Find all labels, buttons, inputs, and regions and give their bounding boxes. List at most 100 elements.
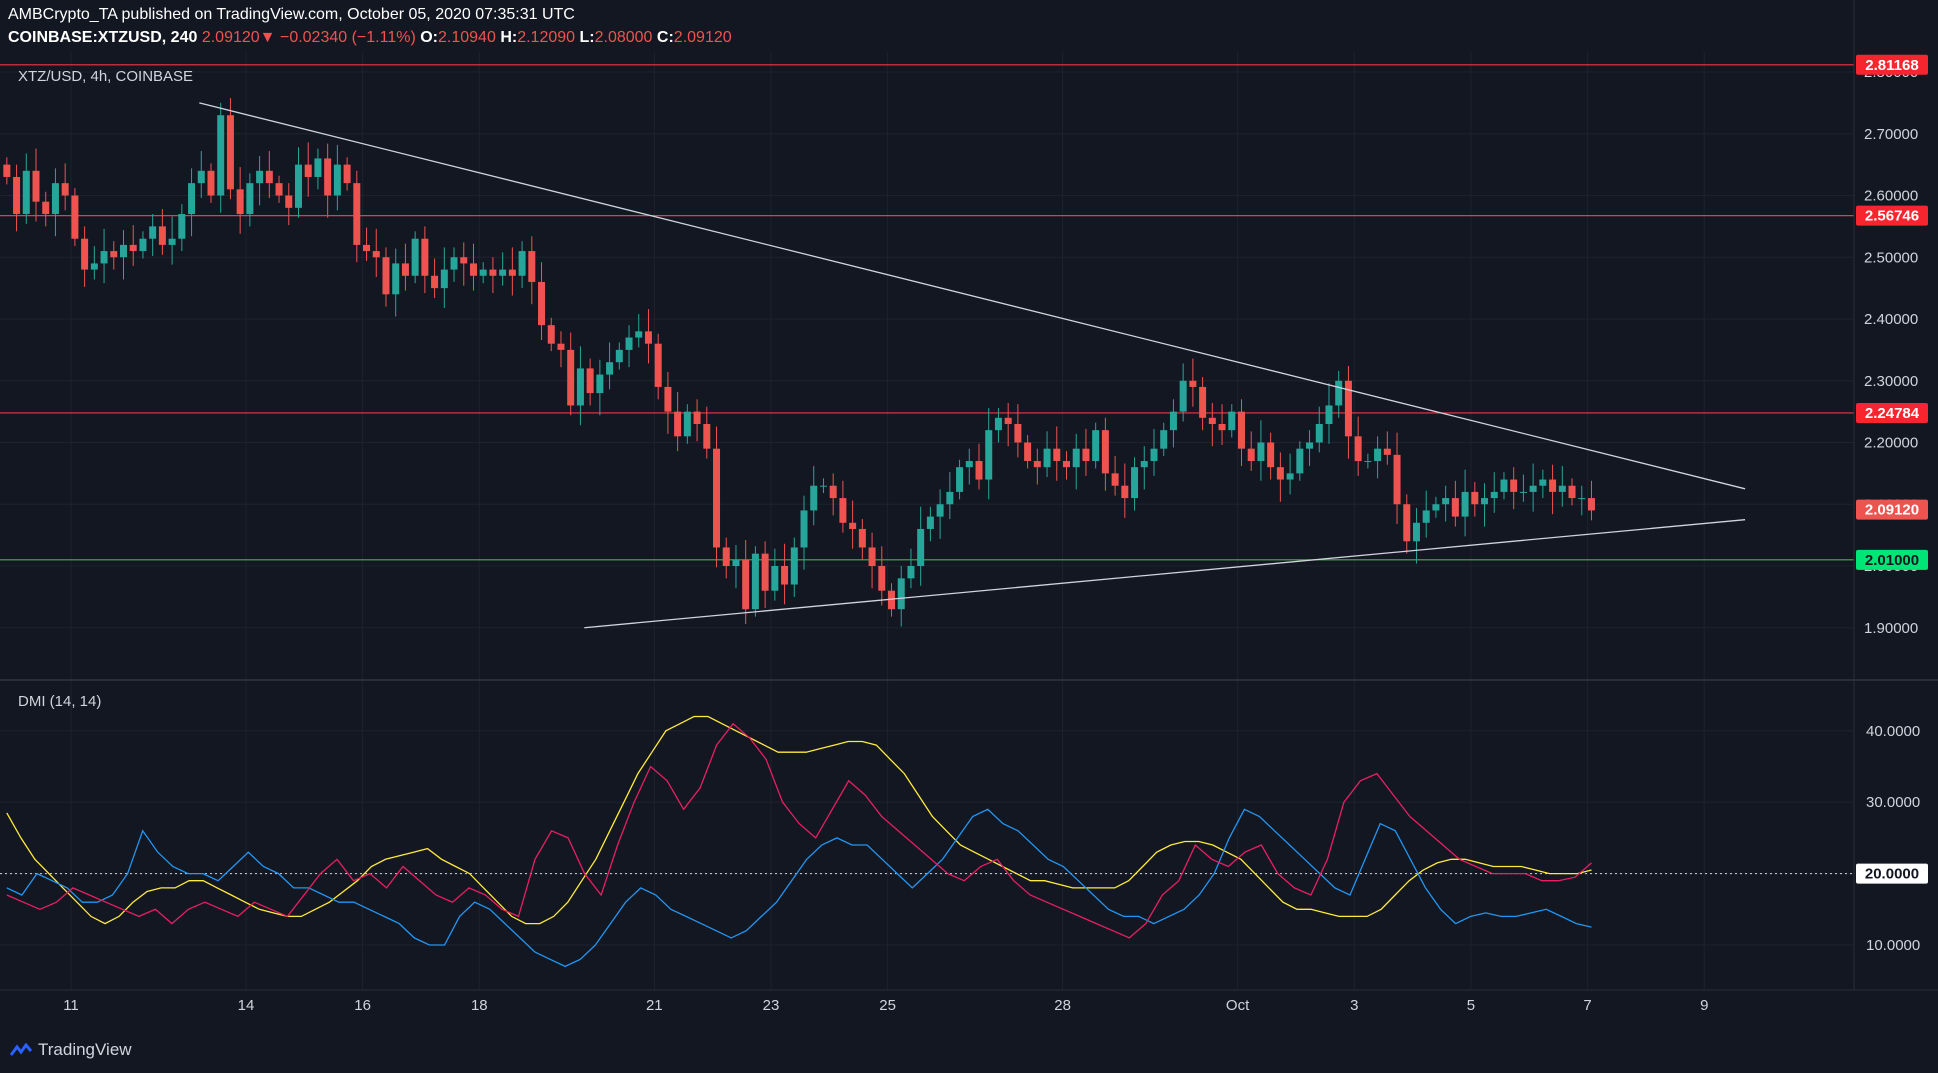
candlestick-series xyxy=(3,97,1595,627)
candle-body xyxy=(674,411,682,437)
candle-body xyxy=(1218,423,1226,431)
candle-body xyxy=(256,170,264,184)
candle-body xyxy=(207,170,215,196)
candle-body xyxy=(644,331,652,344)
candle-body xyxy=(1442,498,1450,505)
candle-body xyxy=(363,244,371,252)
candle-body xyxy=(1082,448,1090,462)
dmi-tick-label: 40.0000 xyxy=(1866,723,1920,740)
candle-body xyxy=(1062,461,1070,468)
candle-body xyxy=(1208,417,1216,424)
candle-body xyxy=(499,269,507,276)
candle-body xyxy=(1286,473,1294,480)
candle-body xyxy=(1237,411,1245,449)
candle-body xyxy=(1199,386,1207,418)
brand-label: TradingView xyxy=(38,1040,132,1059)
tradingview-logo[interactable]: TradingView xyxy=(10,1040,132,1060)
candle-body xyxy=(956,467,964,492)
candle-body xyxy=(508,269,516,276)
candle-body xyxy=(732,559,740,566)
candle-body xyxy=(226,115,234,190)
candle-body xyxy=(567,349,575,406)
candle-body xyxy=(1519,491,1527,493)
candle-body xyxy=(1364,461,1372,463)
candle-body xyxy=(528,251,536,282)
candle-body xyxy=(285,195,293,208)
candle-body xyxy=(771,566,779,591)
candle-body xyxy=(547,325,555,344)
candle-body xyxy=(168,238,176,245)
trendlines xyxy=(199,102,1746,629)
candle-body xyxy=(1451,498,1459,517)
candle-body xyxy=(1043,448,1051,468)
candle-body xyxy=(1374,448,1382,462)
candle-body xyxy=(1053,448,1061,462)
low-label: L: xyxy=(579,29,595,46)
candle-body xyxy=(615,349,623,363)
candle-body xyxy=(858,528,866,548)
x-tick-label: 9 xyxy=(1700,997,1708,1014)
candle-body xyxy=(1383,448,1391,455)
candle-body xyxy=(1539,479,1547,486)
candle-body xyxy=(1267,442,1275,468)
candle-body xyxy=(110,251,118,258)
candle-body xyxy=(849,522,857,529)
candle-body xyxy=(781,566,789,585)
candle-body xyxy=(819,485,827,487)
candle-body xyxy=(149,226,157,239)
x-tick-label: 11 xyxy=(63,997,79,1014)
candle-body xyxy=(1306,442,1314,449)
level-badge-text: 2.56746 xyxy=(1865,208,1919,225)
candle-body xyxy=(576,368,584,406)
last-price-badge-text: 2.09120 xyxy=(1865,502,1919,519)
candle-body xyxy=(635,331,643,338)
dmi-plusdi-line xyxy=(6,808,1592,968)
candle-body xyxy=(324,158,332,196)
dmi-reference-badge-bg xyxy=(1856,863,1928,884)
symbol-name[interactable]: COINBASE:XTZUSD, 240 xyxy=(8,29,198,46)
candle-body xyxy=(1510,479,1518,492)
x-tick-label: Oct xyxy=(1226,997,1250,1014)
price-change: −0.02340 (−1.11%) xyxy=(279,29,416,46)
candle-body xyxy=(790,547,798,585)
candle-body xyxy=(1549,479,1557,492)
x-tick-label: 5 xyxy=(1467,997,1475,1014)
x-tick-label: 21 xyxy=(646,997,663,1014)
candle-body xyxy=(90,263,98,270)
axes: 1114161821232528Oct35791.900002.000002.1… xyxy=(0,0,1938,1014)
candle-body xyxy=(51,183,59,215)
candle-body xyxy=(1354,436,1362,462)
candle-body xyxy=(829,485,837,499)
candle-body xyxy=(1422,510,1430,523)
candle-body xyxy=(3,164,11,177)
candle-body xyxy=(907,566,915,579)
ascending-trendline xyxy=(584,519,1746,629)
candle-body xyxy=(878,566,886,591)
main-pane-label: XTZ/USD, 4h, COINBASE xyxy=(18,68,194,85)
candle-body xyxy=(1131,467,1139,499)
dmi-indicator xyxy=(0,715,1854,968)
candle-body xyxy=(1315,423,1323,443)
candle-body xyxy=(1024,442,1032,462)
candle-body xyxy=(1325,405,1333,424)
last-price-badge-bg xyxy=(1856,499,1928,520)
candle-body xyxy=(489,269,497,276)
y-tick-label: 1.90000 xyxy=(1864,620,1918,637)
candle-body xyxy=(188,183,196,215)
candle-body xyxy=(518,251,526,276)
candle-body xyxy=(1247,448,1255,462)
candle-body xyxy=(139,238,147,252)
indicator-label: DMI (14, 14) xyxy=(18,693,102,710)
open-label: O: xyxy=(420,29,439,46)
last-price: 2.09120 xyxy=(201,29,260,46)
x-tick-label: 7 xyxy=(1583,997,1591,1014)
candle-body xyxy=(1587,498,1595,511)
y-tick-label: 2.30000 xyxy=(1864,373,1918,390)
candle-body xyxy=(810,485,818,511)
candle-body xyxy=(1014,423,1022,443)
candle-body xyxy=(713,448,721,548)
candle-body xyxy=(275,183,283,196)
dmi-tick-label: 10.0000 xyxy=(1866,937,1920,954)
candle-body xyxy=(1257,442,1265,462)
